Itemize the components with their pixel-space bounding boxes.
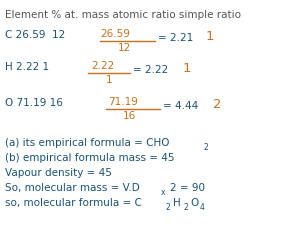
Text: So, molecular mass = V.D: So, molecular mass = V.D	[5, 182, 140, 192]
Text: (a) its empirical formula = CHO: (a) its empirical formula = CHO	[5, 137, 170, 147]
Text: 71.19: 71.19	[108, 97, 138, 106]
Text: Vapour density = 45: Vapour density = 45	[5, 167, 112, 177]
Text: 4: 4	[200, 202, 205, 211]
Text: O: O	[190, 197, 198, 207]
Text: 16: 16	[123, 110, 136, 120]
Text: 1: 1	[106, 75, 113, 85]
Text: 1: 1	[183, 62, 192, 75]
Text: 2: 2	[213, 98, 222, 110]
Text: 1: 1	[206, 30, 215, 43]
Text: H: H	[173, 197, 181, 207]
Text: 26.59: 26.59	[100, 29, 130, 39]
Text: 2: 2	[183, 202, 188, 211]
Text: H 2.22 1: H 2.22 1	[5, 62, 49, 72]
Text: C 26.59  12: C 26.59 12	[5, 30, 65, 40]
Text: 2: 2	[203, 142, 208, 151]
Text: O 71.19 16: O 71.19 16	[5, 98, 63, 108]
Text: 2.22: 2.22	[91, 61, 114, 71]
Text: so, molecular formula = C: so, molecular formula = C	[5, 197, 142, 207]
Text: = 4.44: = 4.44	[163, 101, 198, 110]
Text: Element % at. mass atomic ratio simple ratio: Element % at. mass atomic ratio simple r…	[5, 10, 241, 20]
Text: 2 = 90: 2 = 90	[170, 182, 205, 192]
Text: (b) empirical formula mass = 45: (b) empirical formula mass = 45	[5, 152, 175, 162]
Text: x: x	[161, 187, 166, 196]
Text: = 2.22: = 2.22	[133, 65, 168, 75]
Text: 12: 12	[118, 43, 131, 53]
Text: 2: 2	[166, 202, 171, 211]
Text: = 2.21: = 2.21	[158, 33, 193, 43]
